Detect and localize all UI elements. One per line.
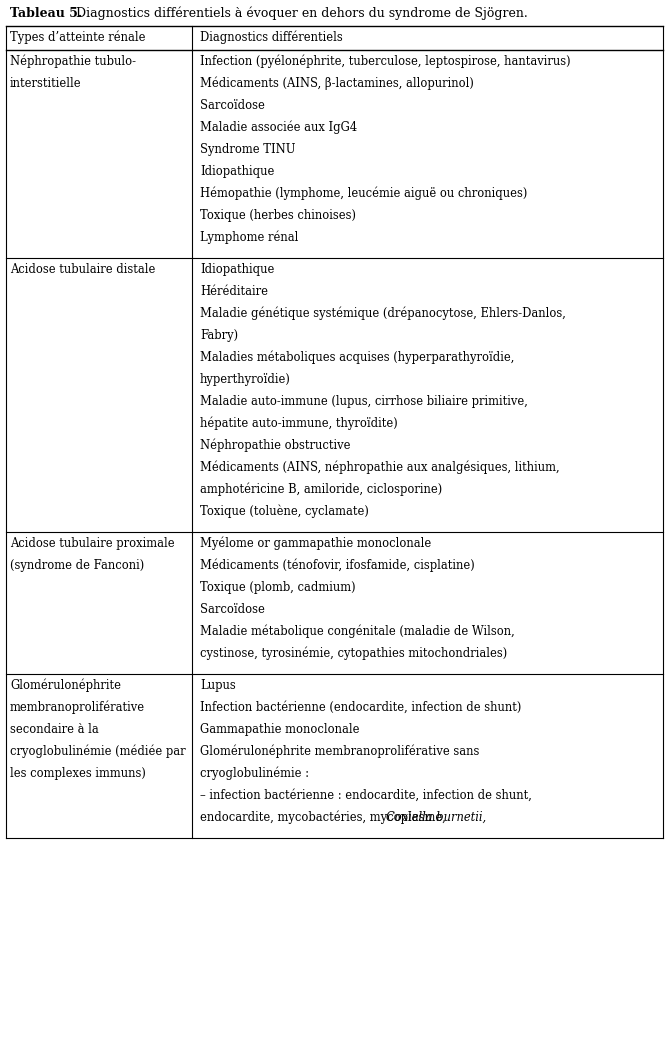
Text: interstitielle: interstitielle (10, 77, 82, 90)
Text: Lupus: Lupus (200, 679, 235, 692)
Text: Diagnostics différentiels à évoquer en dehors du syndrome de Sjögren.: Diagnostics différentiels à évoquer en d… (72, 7, 528, 20)
Text: Toxique (toluène, cyclamate): Toxique (toluène, cyclamate) (200, 505, 369, 518)
Text: hyperthyroïdie): hyperthyroïdie) (200, 373, 291, 386)
Text: Toxique (plomb, cadmium): Toxique (plomb, cadmium) (200, 581, 355, 594)
Text: Syndrome TINU: Syndrome TINU (200, 143, 296, 156)
Text: Tableau 5.: Tableau 5. (10, 7, 82, 20)
Text: Idiopathique: Idiopathique (200, 165, 274, 178)
Text: Héréditaire: Héréditaire (200, 285, 268, 298)
Text: – infection bactérienne : endocardite, infection de shunt,: – infection bactérienne : endocardite, i… (200, 789, 532, 802)
Text: Idiopathique: Idiopathique (200, 263, 274, 276)
Text: endocardite, mycobactéries, mycoplasme,: endocardite, mycobactéries, mycoplasme, (200, 811, 450, 825)
Text: Médicaments (AINS, néphropathie aux analgésiques, lithium,: Médicaments (AINS, néphropathie aux anal… (200, 461, 559, 475)
Text: Acidose tubulaire distale: Acidose tubulaire distale (10, 263, 155, 276)
Text: Médicaments (ténofovir, ifosfamide, cisplatine): Médicaments (ténofovir, ifosfamide, cisp… (200, 559, 475, 572)
Text: hépatite auto-immune, thyroïdite): hépatite auto-immune, thyroïdite) (200, 417, 397, 431)
Text: Glomérulonéphrite membranoproliférative sans: Glomérulonéphrite membranoproliférative … (200, 745, 479, 759)
Text: amphotéricine B, amiloride, ciclosporine): amphotéricine B, amiloride, ciclosporine… (200, 483, 442, 497)
Text: cystinose, tyrosinémie, cytopathies mitochondriales): cystinose, tyrosinémie, cytopathies mito… (200, 647, 507, 661)
Text: Myélome or gammapathie monoclonale: Myélome or gammapathie monoclonale (200, 537, 432, 550)
Text: Lymphome rénal: Lymphome rénal (200, 231, 298, 245)
Text: Hémopathie (lymphome, leucémie aiguë ou chroniques): Hémopathie (lymphome, leucémie aiguë ou … (200, 187, 527, 200)
Text: Diagnostics différentiels: Diagnostics différentiels (200, 31, 343, 45)
Text: Toxique (herbes chinoises): Toxique (herbes chinoises) (200, 209, 356, 222)
Text: Maladie auto-immune (lupus, cirrhose biliaire primitive,: Maladie auto-immune (lupus, cirrhose bil… (200, 395, 528, 408)
Text: Sarcoïdose: Sarcoïdose (200, 603, 265, 616)
Text: Coxiella burnetii,: Coxiella burnetii, (386, 811, 486, 824)
Text: Médicaments (AINS, β-lactamines, allopurinol): Médicaments (AINS, β-lactamines, allopur… (200, 77, 474, 90)
Text: Maladies métaboliques acquises (hyperparathyroïdie,: Maladies métaboliques acquises (hyperpar… (200, 351, 514, 365)
Text: Néphropathie tubulo-: Néphropathie tubulo- (10, 55, 136, 68)
Text: les complexes immuns): les complexes immuns) (10, 767, 146, 780)
Text: Sarcoïdose: Sarcoïdose (200, 99, 265, 112)
Text: Maladie métabolique congénitale (maladie de Wilson,: Maladie métabolique congénitale (maladie… (200, 625, 514, 638)
Text: Gammapathie monoclonale: Gammapathie monoclonale (200, 724, 359, 736)
Text: secondaire à la: secondaire à la (10, 724, 99, 736)
Text: Glomérulonéphrite: Glomérulonéphrite (10, 679, 121, 693)
Text: Infection bactérienne (endocardite, infection de shunt): Infection bactérienne (endocardite, infe… (200, 701, 521, 714)
Text: Infection (pyélonéphrite, tuberculose, leptospirose, hantavirus): Infection (pyélonéphrite, tuberculose, l… (200, 55, 571, 68)
Text: cryoglobulinémie :: cryoglobulinémie : (200, 767, 309, 781)
Text: Maladie associée aux IgG4: Maladie associée aux IgG4 (200, 121, 357, 134)
Text: Acidose tubulaire proximale: Acidose tubulaire proximale (10, 537, 175, 550)
Text: Maladie génétique systémique (drépanocytose, Ehlers-Danlos,: Maladie génétique systémique (drépanocyt… (200, 307, 566, 320)
Text: (syndrome de Fanconi): (syndrome de Fanconi) (10, 559, 145, 572)
Text: Fabry): Fabry) (200, 329, 238, 342)
Text: cryoglobulinémie (médiée par: cryoglobulinémie (médiée par (10, 745, 185, 759)
Text: membranoproliférative: membranoproliférative (10, 701, 145, 715)
Text: Néphropathie obstructive: Néphropathie obstructive (200, 439, 351, 452)
Text: Types d’atteinte rénale: Types d’atteinte rénale (10, 31, 145, 45)
